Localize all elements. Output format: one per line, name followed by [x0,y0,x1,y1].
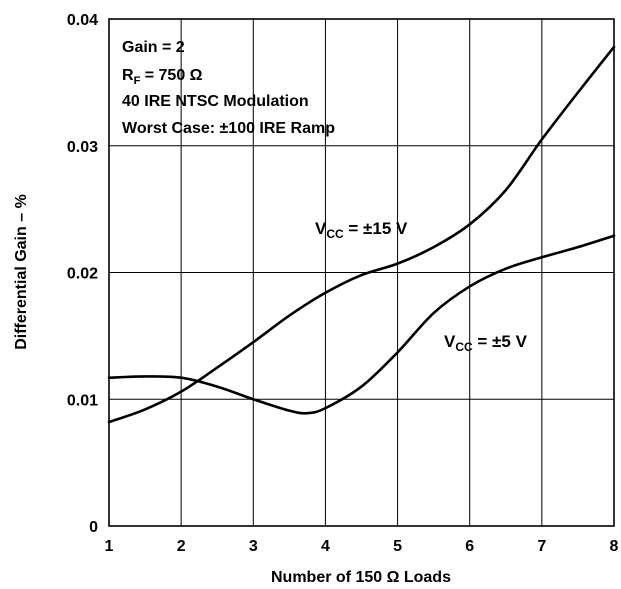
plot-frame [108,18,615,527]
series-label-vcc-5v-sub: CC [455,340,473,354]
x-tick-label: 2 [177,538,186,555]
condition-modulation: 40 IRE NTSC Modulation [122,93,309,110]
series-line-vcc-15v [107,45,616,424]
series-label-vcc-15v-main: V [315,219,327,238]
y-tick-label: 0.03 [67,139,98,156]
series-line-vcc-5v [107,234,616,415]
series-label-vcc-15v-rest: = ±15 V [344,219,408,238]
condition-rf: RF = 750 Ω [122,67,203,87]
y-axis-label: Differential Gain – % [13,194,30,350]
x-tick-labels: 1 2 3 4 5 6 7 8 [105,538,619,555]
grid-lines [109,19,614,526]
condition-worst-case: Worst Case: ±100 IRE Ramp [122,120,335,137]
x-tick-label: 7 [537,538,546,555]
series-label-vcc-15v-sub: CC [326,227,344,241]
y-tick-labels: 0 0.01 0.02 0.03 0.04 [67,12,98,536]
y-tick-label: 0.01 [67,392,98,409]
condition-gain: Gain = 2 [122,39,185,56]
conditions-annotation: Gain = 2 RF = 750 Ω 40 IRE NTSC Modulati… [122,39,335,137]
x-axis-label: Number of 150 Ω Loads [271,569,451,586]
y-tick-label: 0 [89,519,98,536]
y-tick-label: 0.04 [67,12,98,29]
series-label-vcc-5v-rest: = ±5 V [473,332,528,351]
series-label-vcc-15v: VCC = ±15 V [315,219,408,241]
x-tick-label: 1 [105,538,114,555]
condition-rf-sub: F [134,75,141,87]
x-tick-label: 3 [249,538,258,555]
series-label-vcc-5v: VCC = ±5 V [444,332,528,354]
condition-rf-main: R [122,67,134,84]
x-tick-label: 4 [321,538,330,555]
series-label-vcc-5v-main: V [444,332,456,351]
x-tick-label: 5 [393,538,402,555]
condition-rf-rest: = 750 Ω [140,67,202,84]
series-curves [107,45,616,424]
x-tick-label: 8 [610,538,619,555]
y-tick-label: 0.02 [67,266,98,283]
x-tick-label: 6 [465,538,474,555]
